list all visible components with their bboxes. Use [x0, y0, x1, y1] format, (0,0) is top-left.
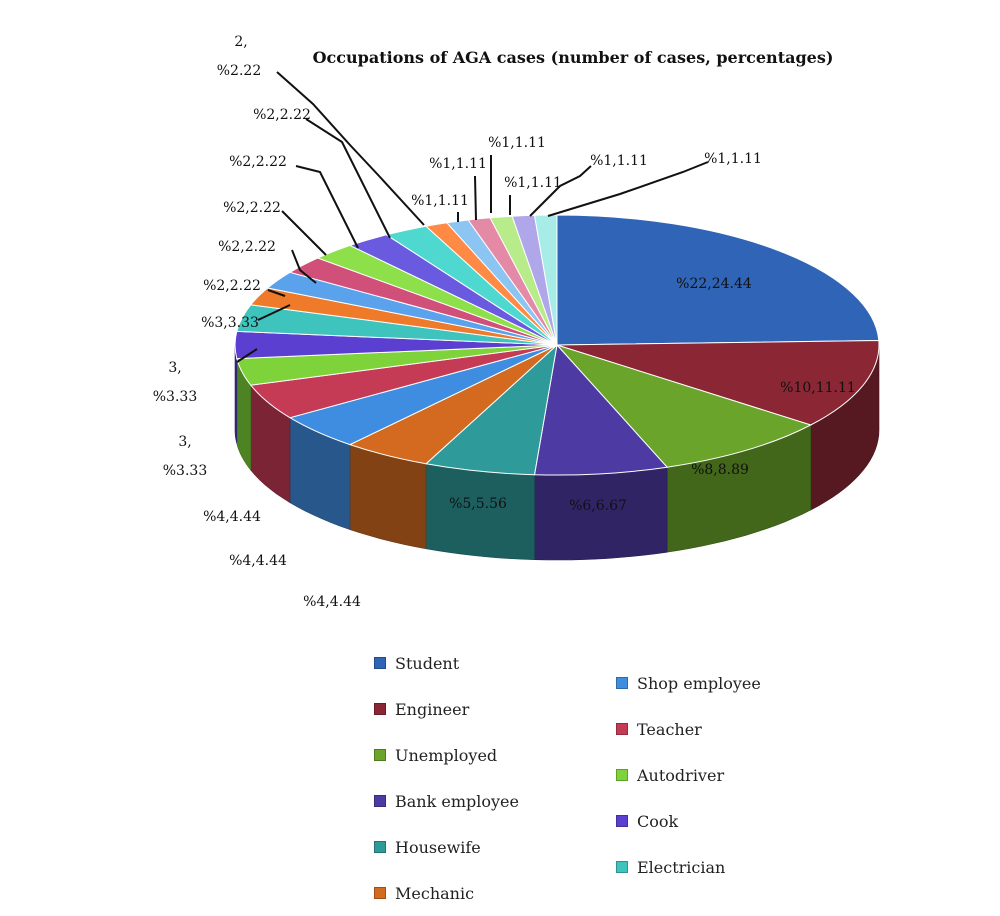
data-label-17: %1,1.11: [411, 193, 469, 209]
data-label-14: %2,2.22: [229, 154, 287, 170]
legend-item-cook: Cook: [616, 798, 761, 844]
legend-swatch: [616, 677, 628, 689]
data-label-20: %1,1.11: [504, 175, 562, 191]
pie-slice-side-9: [234, 344, 238, 444]
legend-label: Bank employee: [395, 791, 519, 811]
legend-label: Electrician: [637, 857, 726, 877]
legend-item-shop-employee: Shop employee: [616, 660, 761, 706]
leader-line-18: [474, 175, 477, 221]
leader-line-13: [281, 210, 327, 256]
data-labels: %22,24.44 %10,11.11 %8,8.89 %6,6.67 %5,5.56%…: [153, 34, 856, 610]
pie-side-walls: [234, 344, 880, 561]
data-label-7: %4,4.44: [203, 509, 261, 525]
legend-swatch: [374, 887, 386, 899]
data-label-13: %2,2.22: [223, 200, 281, 216]
legend-right-column: Shop employee Teacher Autodriver Cook Electr…: [616, 660, 761, 890]
data-label-5: %4,4.44: [303, 594, 361, 610]
data-label-22: %1,1.11: [704, 151, 762, 167]
legend-label: Mechanic: [395, 883, 475, 903]
pie-chart: Occupations of AGA cases (number of case…: [153, 34, 880, 903]
legend-swatch: [616, 723, 628, 735]
pie-slice-0: [556, 214, 880, 346]
leader-line-16: [276, 71, 425, 226]
legend-label: Engineer: [395, 699, 470, 719]
legend-item-student: Student: [374, 640, 519, 686]
leader-line-14: [295, 165, 359, 249]
legend-label: Unemployed: [395, 745, 498, 765]
legend-swatch: [616, 861, 628, 873]
data-label-2: %8,8.89: [691, 462, 749, 478]
data-label-21: %1,1.11: [590, 153, 648, 169]
data-label-9-line-0: 3,: [168, 360, 181, 376]
legend-swatch: [616, 815, 628, 827]
legend-swatch: [374, 749, 386, 761]
legend-item-mechanic: Mechanic: [374, 870, 519, 916]
data-label-16-line-0: 2,: [234, 34, 247, 50]
legend-label: Shop employee: [637, 673, 761, 693]
data-label-8-line-0: 3,: [178, 434, 191, 450]
legend-swatch: [374, 795, 386, 807]
data-label-9-line-1: %3.33: [153, 389, 197, 405]
legend-swatch: [374, 703, 386, 715]
data-label-4: %5,5.56: [449, 496, 507, 512]
leader-line-22: [547, 161, 709, 217]
legend-item-housewife: Housewife: [374, 824, 519, 870]
pie-plot: %22,24.44 %10,11.11 %8,8.89 %6,6.67 %5,5.56%…: [153, 34, 880, 610]
data-label-11: %2,2.22: [203, 278, 261, 294]
legend-item-electrician: Electrician: [616, 844, 761, 890]
legend-swatch: [616, 769, 628, 781]
data-label-10: %3,3.33: [201, 315, 259, 331]
pie-top-faces: [234, 214, 880, 476]
legend-swatch: [374, 657, 386, 669]
data-label-6: %4,4.44: [229, 553, 287, 569]
data-label-12: %2,2.22: [218, 239, 276, 255]
legend-item-autodriver: Autodriver: [616, 752, 761, 798]
legend-label: Student: [395, 653, 460, 673]
pie-slice-2: [555, 343, 813, 468]
legend-left-column: Student Engineer Unemployed Bank employee Ho…: [374, 640, 519, 916]
legend-item-bank-employee: Bank employee: [374, 778, 519, 824]
data-label-18: %1,1.11: [429, 156, 487, 172]
data-label-15: %2,2.22: [253, 107, 311, 123]
legend-item-engineer: Engineer: [374, 686, 519, 732]
leader-line-10: [257, 304, 291, 321]
data-label-0: %22,24.44: [676, 276, 752, 292]
legend-swatch: [374, 841, 386, 853]
pie-slice-22: [533, 214, 558, 346]
leader-line-21: [529, 165, 592, 217]
leader-line-15: [305, 118, 391, 239]
data-label-3: %6,6.67: [569, 498, 627, 514]
pie-slice-1: [556, 339, 880, 426]
leader-line-11: [267, 289, 286, 297]
legend-label: Autodriver: [637, 765, 725, 785]
legend-label: Housewife: [395, 837, 481, 857]
data-label-8-line-1: %3.33: [163, 463, 207, 479]
data-label-16-line-1: %2.22: [217, 63, 261, 79]
legend-label: Cook: [637, 811, 679, 831]
legend-item-teacher: Teacher: [616, 706, 761, 752]
data-label-19: %1,1.11: [488, 135, 546, 151]
legend-label: Teacher: [637, 719, 702, 739]
data-label-1: %10,11.11: [780, 380, 856, 396]
pie-slice-3: [533, 343, 669, 476]
chart-title: Occupations of AGA cases (number of case…: [312, 48, 834, 67]
leader-line-12: [291, 249, 317, 284]
leader-line-8: [236, 348, 258, 363]
legend-item-unemployed: Unemployed: [374, 732, 519, 778]
